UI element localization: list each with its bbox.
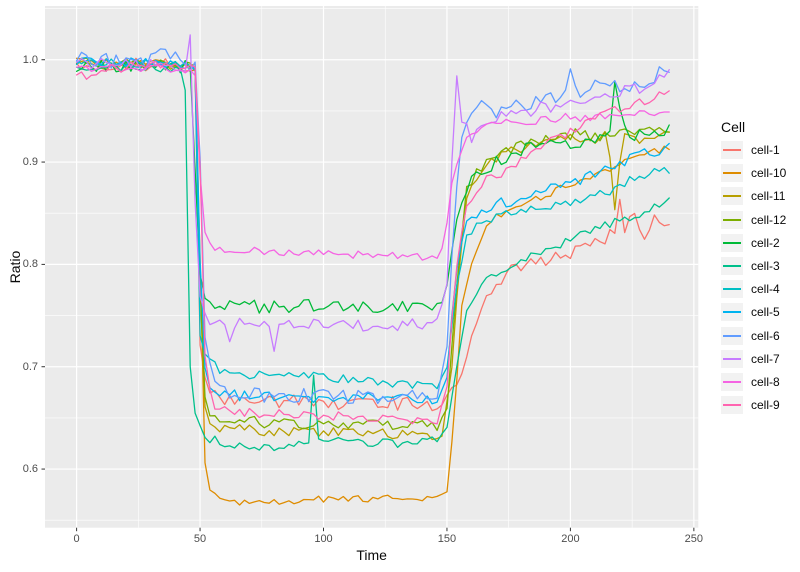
legend-label: cell-12 bbox=[751, 212, 787, 227]
y-tick-label: 0.7 bbox=[22, 360, 38, 373]
x-tick-label: 50 bbox=[193, 532, 207, 545]
series-line-cell-12 bbox=[75, 57, 670, 432]
legend-key-line-icon bbox=[723, 288, 741, 291]
legend-label: cell-4 bbox=[751, 282, 780, 297]
legend-key-cell-1 bbox=[721, 141, 743, 159]
series-line-cell-4 bbox=[75, 58, 670, 390]
x-tick-label: 0 bbox=[73, 532, 80, 545]
legend-label: cell-10 bbox=[751, 166, 787, 181]
series-line-cell-8 bbox=[75, 63, 670, 261]
legend-label: cell-1 bbox=[751, 143, 780, 157]
legend-key-cell-3 bbox=[721, 257, 743, 275]
legend-key-cell-6 bbox=[721, 326, 743, 345]
legend-key-line-icon bbox=[723, 334, 741, 337]
x-tick-label: 250 bbox=[684, 532, 704, 545]
legend-key-cell-4 bbox=[721, 280, 743, 299]
legend-label: cell-7 bbox=[751, 351, 780, 366]
legend-key-cell-12 bbox=[721, 210, 743, 229]
legend-key-line-icon bbox=[723, 311, 741, 314]
legend-key-cell-10 bbox=[721, 164, 743, 183]
legend-key-line-icon bbox=[723, 241, 741, 244]
legend-key-line-icon bbox=[723, 381, 741, 383]
legend-key-cell-8 bbox=[721, 373, 743, 391]
legend-key-line-icon bbox=[723, 172, 741, 175]
legend-label: cell-5 bbox=[751, 305, 780, 320]
y-tick-label: 0.6 bbox=[22, 463, 38, 476]
y-tick-label: 1.0 bbox=[22, 53, 38, 66]
legend-label: cell-9 bbox=[751, 398, 780, 413]
y-axis-title: Ratio bbox=[7, 250, 23, 284]
x-tick-label: 100 bbox=[314, 532, 333, 545]
legend-key-line-icon bbox=[723, 265, 741, 267]
x-axis-title: Time bbox=[356, 547, 387, 563]
y-tick-label: 0.8 bbox=[22, 258, 38, 271]
legend-label: cell-3 bbox=[751, 259, 780, 273]
legend-label: cell-8 bbox=[751, 375, 780, 389]
legend-key-line-icon bbox=[723, 357, 741, 360]
series-line-cell-6 bbox=[75, 48, 670, 405]
legend-key-line-icon bbox=[723, 149, 741, 151]
series-line-cell-9 bbox=[75, 60, 670, 425]
legend-label: cell-2 bbox=[751, 235, 780, 250]
panel-background bbox=[45, 6, 699, 528]
x-tick-label: 200 bbox=[561, 532, 580, 545]
series-line-cell-3 bbox=[75, 63, 670, 452]
legend-key-cell-11 bbox=[721, 187, 743, 206]
legend-key-cell-2 bbox=[721, 233, 743, 252]
x-tick-label: 150 bbox=[437, 532, 457, 545]
legend-label: cell-6 bbox=[751, 328, 780, 343]
legend-key-cell-7 bbox=[721, 349, 743, 368]
legend-key-line-icon bbox=[723, 404, 741, 407]
legend-key-cell-9 bbox=[721, 396, 743, 415]
legend-label: cell-11 bbox=[751, 189, 786, 204]
legend-key-line-icon bbox=[723, 218, 741, 221]
legend-key-cell-5 bbox=[721, 303, 743, 322]
y-tick-label: 0.9 bbox=[22, 156, 38, 169]
legend-key-line-icon bbox=[723, 195, 741, 198]
legend-title: Cell bbox=[721, 119, 746, 135]
